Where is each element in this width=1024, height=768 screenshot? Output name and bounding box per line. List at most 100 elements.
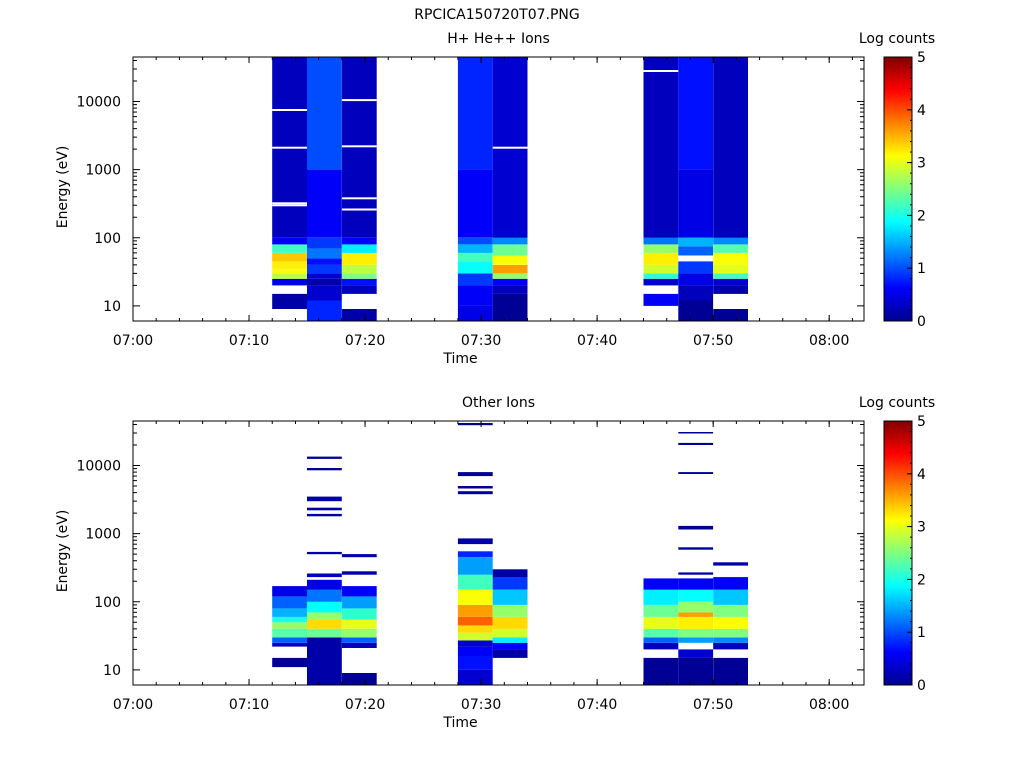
y-axis: 10 100 1000 10000 [76,59,864,315]
heatmap-cell [457,486,493,489]
heatmap-cell [713,657,748,673]
heatmap-cell [457,557,493,575]
heatmap-cell [492,628,528,638]
plot-frame [132,56,865,322]
heatmap-cell [457,551,493,558]
colorbar-tick-label: 2 [917,208,926,224]
panel-title: Other Ions [462,395,535,411]
colorbar-gradient [883,420,913,686]
heatmap-cell [272,261,307,269]
heatmap-cell [272,273,307,279]
heatmap-cell [307,285,342,301]
heatmap-cell [713,637,748,643]
heatmap-cell [643,57,679,238]
y-tick-label: 1000 [85,163,121,179]
heatmap-cell [272,244,307,253]
heatmap-cell [341,273,377,279]
heatmap-cell [713,252,748,265]
heatmap-cell [713,273,748,279]
heatmap-cell [272,278,307,286]
colorbar-tick-label: 1 [917,261,926,277]
heatmap-cell [678,649,714,658]
heatmap-cell [678,472,714,474]
heatmap-cell [713,604,748,617]
heatmap-cell [643,578,679,590]
data-gap [341,99,377,102]
heatmap-cell [457,669,493,685]
heatmap-cell [713,628,748,638]
heatmap-cell [678,261,714,274]
heatmap-cell [492,577,528,590]
heatmap-cell [492,264,528,274]
colorbar-tick-label: 0 [917,314,926,330]
heatmap-cell [341,596,377,609]
data-gap [272,109,307,111]
heatmap-cell [457,244,493,253]
heatmap-cell [307,456,342,459]
heatmap-cell [678,442,714,445]
heatmap-cell [307,169,342,238]
heatmap-cell [457,305,493,321]
heatmap-cell [457,169,493,238]
heatmap-cell [492,649,528,658]
heatmap-cell [272,268,307,274]
x-tick-label: 08:00 [809,333,849,349]
heatmap-cell [307,273,342,279]
x-tick-label: 08:00 [809,697,849,713]
heatmap-cell [341,642,377,648]
heatmap-cell [492,293,528,321]
heatmap-cell [492,285,528,294]
heatmap-cell [341,237,377,245]
heatmap-cell [272,596,307,609]
heatmap-cell [341,244,377,253]
x-tick-label: 07:40 [577,697,617,713]
y-tick-label: 100 [94,231,121,247]
heatmap-cell [307,496,342,502]
colorbar: Log counts 0 1 2 3 4 5 [859,31,935,330]
heatmap-cell [307,579,342,590]
heatmap-cell [678,637,714,643]
heatmap-cell [643,604,679,617]
heatmap-cell [457,491,493,495]
x-tick-label: 07:50 [693,333,733,349]
heatmap-cell [457,261,493,274]
heatmap-cell [643,278,679,286]
colorbar: Log counts 0 1 2 3 4 5 [859,395,935,694]
plot-frame [132,420,865,686]
colorbar-tick-label: 2 [917,572,926,588]
data-gap [341,197,377,200]
heatmap-cell [492,569,528,578]
heatmap-cell [307,507,342,511]
heatmap-cell [341,619,377,629]
heatmap-cell [643,628,679,638]
heatmap-cell [307,264,342,274]
x-axis: 07:00 07:10 07:20 07:30 07:40 07:50 08:00 [113,57,853,349]
heatmap-cell [678,57,714,170]
heatmap-cell [643,657,679,685]
heatmap-cell [643,616,679,629]
heatmap-cell [457,656,493,670]
heatmap-cell [643,642,679,650]
heatmap-cell [678,601,714,613]
x-tick-label: 07:20 [345,697,385,713]
colorbar-tick-label: 3 [917,156,926,172]
heatmap-cell [272,622,307,629]
heatmap-cell [457,604,493,617]
heatmap-cell [678,616,714,629]
heatmap-cell [272,293,307,309]
y-tick-label: 10000 [76,95,121,111]
x-tick-label: 07:10 [229,697,269,713]
heatmap-cell [341,571,377,575]
x-tick-label: 07:40 [577,333,617,349]
heatmap-cell [643,237,679,245]
heatmap-cell [272,252,307,262]
heatmap-cell [307,612,342,620]
heatmap-cell [678,572,714,575]
heatmap-cell [341,57,377,238]
heatmap-cell [643,637,679,643]
heatmap-cell [713,278,748,286]
heatmap-cell [457,574,493,590]
heatmap-cell [272,237,307,245]
heatmap-cell [713,57,748,238]
